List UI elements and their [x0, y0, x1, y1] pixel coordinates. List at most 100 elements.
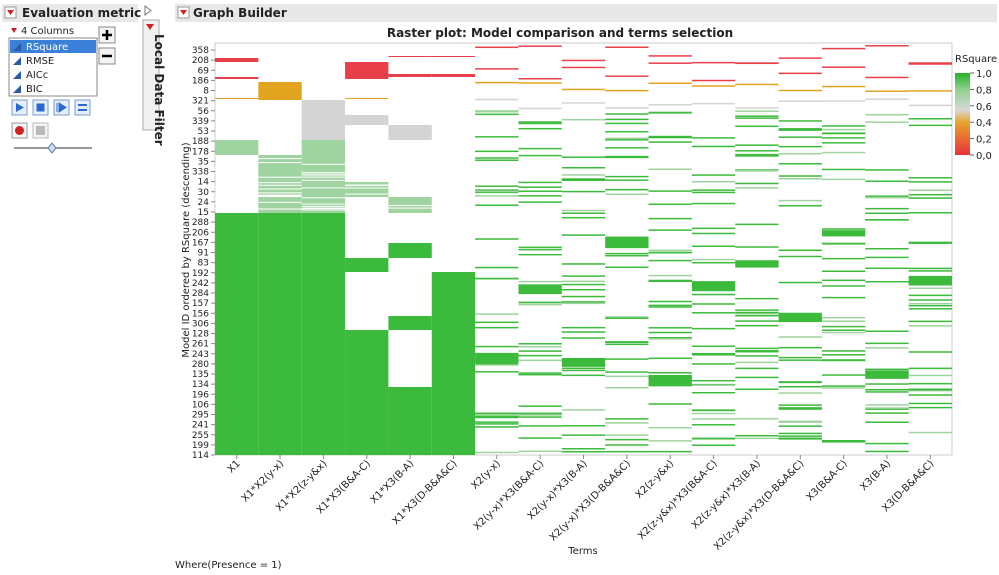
filter-tab[interactable]: [142, 19, 160, 131]
x-tick-label: X1*X3(B-A): [369, 458, 417, 506]
raster-cell: [215, 197, 259, 199]
y-tick-label: 156: [192, 309, 209, 319]
icon: [13, 43, 21, 51]
raster-cell: [561, 66, 606, 69]
raster-cell: [258, 82, 302, 100]
y-tick-label: 241: [192, 421, 209, 431]
raster-cell: [475, 451, 519, 454]
raster-cell: [388, 191, 432, 193]
raster-cell: [518, 354, 562, 357]
raster-cell: [648, 403, 692, 405]
raster-cell: [301, 213, 346, 455]
raster-cell: [518, 416, 562, 418]
raster-cell: [908, 104, 952, 107]
raster-cell: [345, 182, 389, 197]
raster-cell: [605, 179, 649, 181]
raster-cell: [648, 82, 692, 85]
raster-cell: [561, 102, 606, 104]
raster-cell: [301, 205, 346, 207]
y-tick-label: 242: [192, 279, 209, 289]
icon: [13, 71, 21, 79]
legend-gradient: [955, 73, 970, 155]
raster-cell: [431, 189, 476, 191]
raster-cell: [518, 78, 562, 80]
raster-cell: [865, 45, 909, 47]
raster-cell: [388, 243, 432, 258]
raster-cell: [561, 179, 606, 182]
raster-cell: [518, 107, 562, 110]
y-tick-label: 199: [192, 441, 209, 451]
y-tick-label: 167: [192, 238, 209, 248]
raster-cell: [908, 389, 952, 391]
raster-cell: [648, 62, 692, 64]
panel-title: Evaluation metric: [22, 6, 141, 20]
y-tick-label: 83: [198, 259, 209, 269]
raster-cell: [778, 432, 822, 435]
raster-cell: [431, 74, 476, 77]
legend-title: RSquare: [955, 54, 997, 65]
x-tick-label: X1*X2(y-x): [240, 458, 286, 504]
raster-cell: [778, 408, 822, 410]
raster-cell: [735, 110, 779, 112]
raster-cell: [518, 280, 562, 283]
x-tick-label: X3(B-A): [858, 458, 893, 493]
raster-cell: [778, 163, 822, 165]
raster-cell: [691, 202, 736, 205]
raster-cell: [691, 354, 736, 356]
raster-cell: [821, 85, 866, 88]
y-tick-label: 339: [192, 117, 209, 127]
raster-cell: [215, 155, 259, 157]
raster-cell: [258, 162, 302, 164]
y-tick-label: 134: [192, 380, 209, 390]
raster-cell: [388, 176, 432, 178]
y-tick-label: 295: [192, 411, 209, 421]
raster-cell: [605, 193, 649, 195]
y-axis-title: Model ID ordered by RSquare (descending): [181, 142, 192, 357]
raster-cell: [691, 61, 736, 64]
raster-cell: [735, 314, 779, 317]
raster-cell: [518, 414, 562, 416]
raster-cell: [561, 216, 606, 219]
raster-cell: [735, 311, 779, 314]
raster-cell: [648, 136, 692, 139]
raster-cell: [215, 171, 259, 173]
raster-cell: [518, 284, 562, 295]
slider-thumb[interactable]: [47, 142, 57, 154]
list-item: RMSE: [26, 56, 54, 67]
raster-cell: [648, 249, 692, 252]
raster-cell: [735, 169, 779, 171]
raster-cell: [475, 277, 519, 280]
raster-cell: [605, 316, 649, 318]
raster-cell: [258, 188, 302, 190]
raster-cell: [258, 192, 302, 194]
raster-cell: [821, 66, 866, 68]
raster-cell: [691, 181, 736, 183]
raster-cell: [561, 209, 606, 212]
raster-cell: [735, 324, 779, 327]
raster-cell: [561, 283, 606, 286]
raster-cell: [345, 170, 389, 172]
raster-cell: [778, 392, 822, 394]
raster-cell: [561, 369, 606, 372]
loop-button[interactable]: [74, 99, 91, 116]
raster-cell: [561, 275, 606, 277]
raster-cell: [345, 176, 389, 178]
raster-cell: [691, 245, 736, 248]
raster-cell: [821, 168, 866, 171]
raster-cell: [908, 320, 952, 323]
raster-cell: [561, 190, 606, 193]
icon: [146, 24, 154, 30]
raster-cell: [821, 242, 866, 245]
raster-cell: [778, 420, 822, 423]
y-tick-label: 128: [192, 330, 209, 340]
legend-tick-label: 0,8: [976, 85, 992, 96]
icon: [15, 126, 24, 135]
raster-cell: [605, 107, 649, 109]
raster-cell: [648, 279, 692, 282]
disclosure-icon[interactable]: [144, 5, 152, 16]
raster-cell: [605, 358, 649, 360]
x-tick-label: X2(z-y&x)*X3(D-B&A&C): [712, 458, 807, 553]
y-tick-label: 69: [198, 66, 210, 76]
raster-cell: [518, 359, 562, 362]
